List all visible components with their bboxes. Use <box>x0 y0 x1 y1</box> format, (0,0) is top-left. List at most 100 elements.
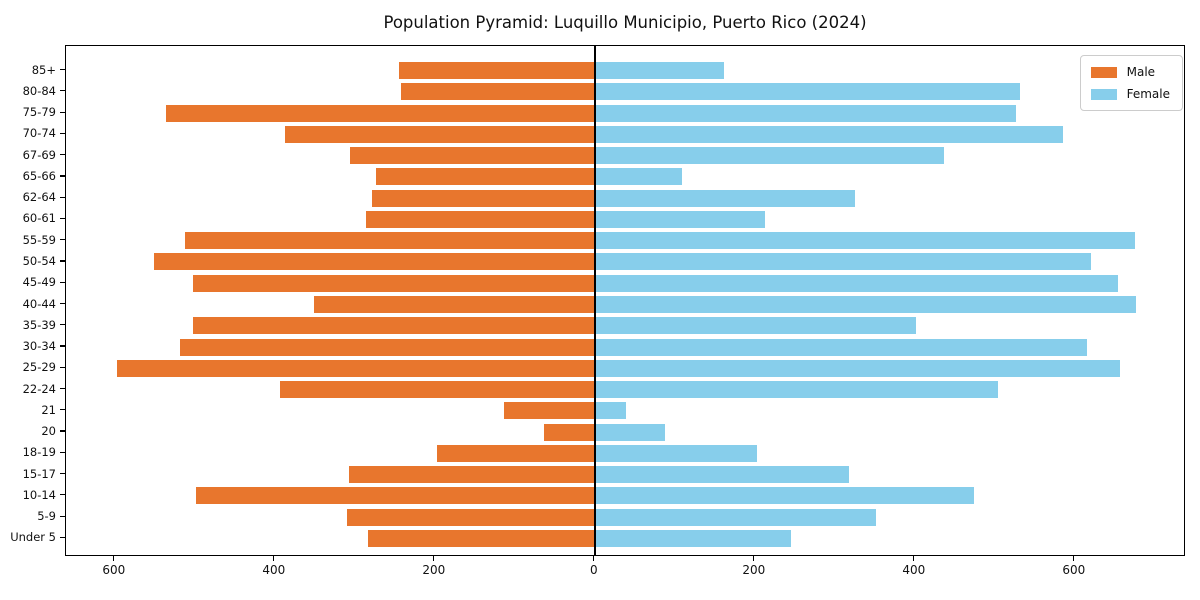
x-axis-label: 200 <box>742 563 766 577</box>
y-axis-label: 75-79 <box>22 105 56 120</box>
y-tick <box>60 69 65 71</box>
female-bar <box>594 423 666 441</box>
female-bar <box>594 508 876 526</box>
male-bar <box>185 232 595 250</box>
male-bar <box>179 338 595 356</box>
female-bar <box>594 317 917 335</box>
x-tick <box>113 556 115 561</box>
y-tick <box>60 260 65 262</box>
male-bar <box>193 274 595 292</box>
x-axis-label: 400 <box>262 563 286 577</box>
male-bar <box>154 253 595 271</box>
male-bar <box>166 104 595 122</box>
female-bar <box>594 402 626 420</box>
plot-area <box>65 45 1185 556</box>
y-axis-label: 85+ <box>31 62 56 77</box>
y-tick <box>60 217 65 220</box>
zero-axis-line <box>594 46 596 555</box>
male-bar <box>285 125 595 143</box>
male-bar <box>372 189 595 207</box>
female-bar <box>594 444 758 462</box>
y-axis-label: Under 5 <box>10 530 56 545</box>
female-bar <box>594 189 855 207</box>
female-bar <box>594 487 974 505</box>
y-axis-label: 70-74 <box>22 126 56 141</box>
y-axis-label: 10-14 <box>22 487 56 502</box>
y-tick <box>60 515 65 517</box>
y-axis-label: 80-84 <box>22 83 56 98</box>
x-tick <box>593 556 595 561</box>
y-axis-label: 45-49 <box>22 275 56 290</box>
female-bar <box>594 210 766 228</box>
y-tick <box>60 90 65 92</box>
female-swatch-icon <box>1090 88 1117 100</box>
female-bar <box>594 529 791 547</box>
male-bar <box>279 381 595 399</box>
y-tick <box>60 536 65 538</box>
male-bar <box>193 317 595 335</box>
x-axis-label: 400 <box>902 563 926 577</box>
female-bar <box>594 147 945 165</box>
male-bar <box>349 466 595 484</box>
female-bar <box>594 62 725 80</box>
male-swatch-icon <box>1090 66 1117 78</box>
female-bar <box>594 168 682 186</box>
female-bar <box>594 274 1118 292</box>
y-axis-label: 20 <box>41 424 56 439</box>
y-tick <box>60 111 65 113</box>
y-tick <box>60 387 65 390</box>
female-bar <box>594 83 1021 101</box>
male-bar <box>398 62 595 80</box>
y-tick <box>60 324 65 326</box>
male-bar <box>366 210 595 228</box>
y-axis-label: 5-9 <box>37 509 56 524</box>
y-axis-label: 60-61 <box>22 211 56 226</box>
female-bar <box>594 381 998 399</box>
male-bar <box>346 508 595 526</box>
y-axis-label: 55-59 <box>22 232 56 247</box>
y-axis-label: 18-19 <box>22 445 56 460</box>
legend-item-female: Female <box>1090 87 1170 101</box>
x-axis-label: 0 <box>589 563 598 577</box>
female-bar <box>594 466 850 484</box>
male-bar <box>376 168 595 186</box>
y-tick <box>60 472 65 475</box>
y-tick <box>60 366 65 368</box>
male-bar <box>437 444 595 462</box>
female-bar <box>594 125 1063 143</box>
chart-title: Population Pyramid: Luquillo Municipio, … <box>383 13 867 32</box>
legend-label-male: Male <box>1126 65 1156 79</box>
y-axis-label: 30-34 <box>22 339 56 354</box>
x-tick <box>433 556 435 561</box>
female-bar <box>594 296 1136 313</box>
male-bar <box>117 359 595 377</box>
x-tick <box>913 556 915 561</box>
y-axis-label: 22-24 <box>22 381 56 396</box>
male-bar <box>350 147 595 165</box>
x-tick <box>273 556 275 561</box>
x-axis-label: 200 <box>422 563 446 577</box>
female-bar <box>594 232 1135 250</box>
y-axis-label: 40-44 <box>22 296 56 311</box>
y-axis-label: 21 <box>41 402 56 417</box>
y-tick <box>60 451 65 453</box>
male-bar <box>401 83 595 101</box>
y-axis-label: 50-54 <box>22 253 56 268</box>
male-bar <box>196 487 595 505</box>
x-tick <box>1073 556 1075 561</box>
y-tick <box>60 430 65 432</box>
male-bar <box>544 423 595 441</box>
y-tick <box>60 175 65 177</box>
y-tick <box>60 132 65 134</box>
legend-label-female: Female <box>1126 87 1170 101</box>
y-axis-label: 67-69 <box>22 147 56 162</box>
y-tick <box>60 196 65 198</box>
y-tick <box>60 239 65 241</box>
x-axis-label: 600 <box>102 563 126 577</box>
y-axis-label: 65-66 <box>22 168 56 183</box>
y-tick <box>60 409 65 411</box>
y-tick <box>60 154 65 156</box>
x-tick <box>753 556 755 561</box>
y-axis-label: 35-39 <box>22 317 56 332</box>
